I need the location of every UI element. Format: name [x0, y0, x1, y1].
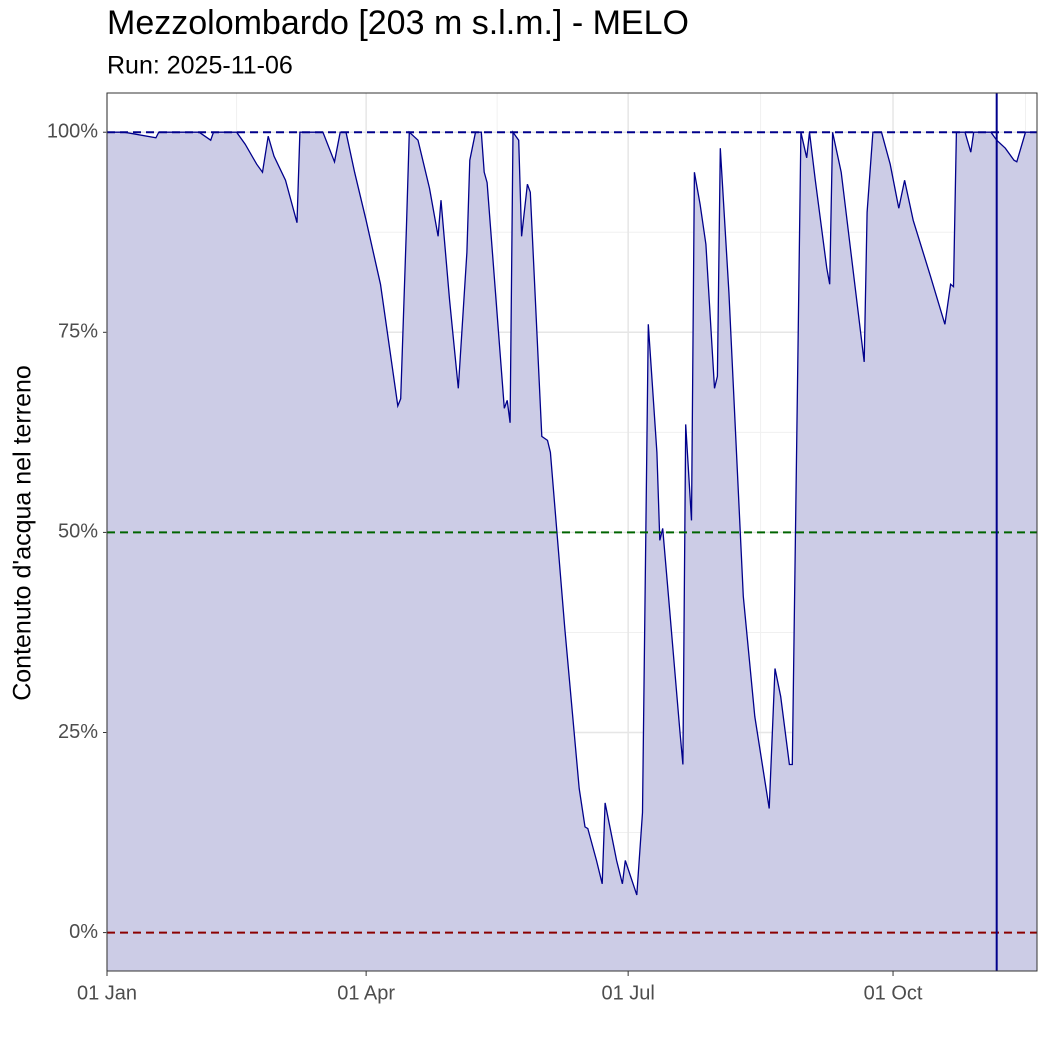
- x-tick-label: 01 Jan: [77, 982, 137, 1004]
- x-tick-label: 01 Jul: [601, 982, 654, 1004]
- y-axis-label: Contenuto d'acqua nel terreno: [9, 365, 37, 701]
- y-tick-label: 100%: [47, 120, 98, 142]
- y-tick-label: 50%: [58, 521, 98, 543]
- chart-title: Mezzolombardo [203 m s.l.m.] - MELO: [107, 4, 689, 42]
- x-tick-label: 01 Apr: [337, 982, 395, 1004]
- y-tick-label: 75%: [58, 321, 98, 343]
- panel-border: [106, 92, 1038, 972]
- y-tick-label: 25%: [58, 721, 98, 743]
- area: [107, 132, 1037, 971]
- chart-subtitle: Run: 2025-11-06: [107, 52, 293, 80]
- y-tick-label: 0%: [69, 921, 98, 943]
- x-tick-label: 01 Oct: [864, 982, 923, 1004]
